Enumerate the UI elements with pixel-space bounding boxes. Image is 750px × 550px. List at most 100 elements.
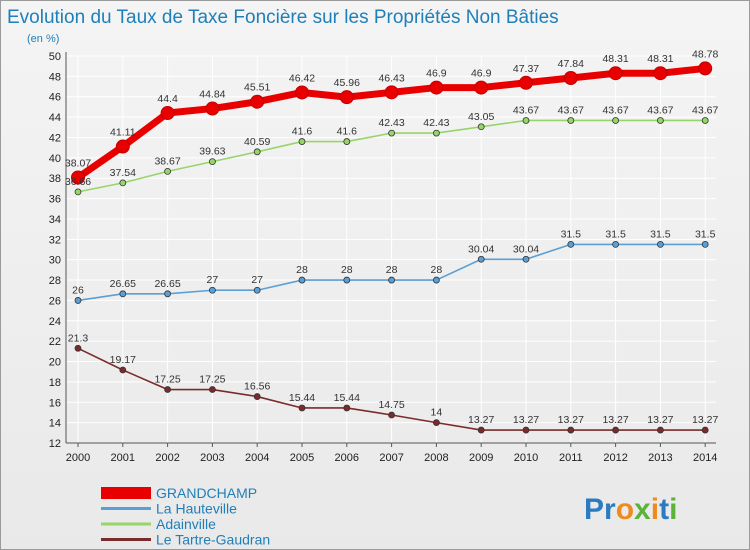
data-label: 31.5	[695, 228, 716, 240]
legend-label: Adainville	[156, 516, 216, 532]
series-lines	[71, 61, 713, 434]
x-tick-label: 2000	[66, 452, 90, 464]
data-label: 41.11	[110, 127, 136, 139]
x-tick-label: 2010	[514, 452, 538, 464]
data-label: 43.67	[513, 104, 539, 116]
chart-title: Evolution du Taux de Taxe Foncière sur l…	[7, 7, 559, 28]
data-point	[653, 66, 668, 81]
y-tick-label: 28	[49, 275, 61, 287]
data-label: 28	[341, 264, 353, 276]
data-label: 37.54	[110, 167, 136, 179]
y-tick-label: 14	[49, 418, 61, 430]
data-point	[253, 393, 261, 400]
data-label: 43.67	[647, 104, 673, 116]
data-label: 42.43	[378, 117, 404, 129]
data-label: 13.27	[558, 414, 584, 426]
y-tick-label: 24	[49, 316, 61, 328]
data-point	[612, 426, 619, 434]
data-point	[298, 138, 306, 145]
data-label: 40.59	[244, 136, 270, 148]
data-label: 43.67	[558, 104, 584, 116]
data-point	[432, 276, 440, 284]
data-point	[477, 123, 485, 131]
y-tick-label: 26	[49, 295, 61, 307]
data-point	[477, 255, 485, 263]
data-label: 31.5	[561, 228, 582, 240]
data-label: 39.63	[199, 146, 225, 158]
data-point	[432, 419, 440, 427]
data-point	[612, 117, 619, 124]
x-tick-label: 2006	[335, 452, 359, 464]
x-tick-label: 2012	[603, 452, 627, 464]
x-tick-label: 2009	[469, 452, 493, 464]
data-label: 26.65	[110, 278, 136, 290]
x-tick-label: 2007	[379, 452, 403, 464]
y-tick-label: 16	[49, 397, 61, 409]
y-axis-unit-label: (en %)	[27, 33, 59, 45]
y-tick-label: 22	[49, 336, 61, 348]
data-label: 19.17	[110, 354, 136, 366]
data-point	[119, 179, 127, 187]
legend-label: GRANDCHAMP	[156, 485, 257, 501]
y-tick-label: 18	[49, 377, 61, 389]
proxiti-logo-text: Proxiti	[584, 493, 677, 526]
data-label: 28	[386, 264, 398, 276]
data-point	[698, 61, 713, 76]
data-label: 17.25	[199, 374, 225, 386]
data-point	[164, 386, 172, 393]
data-point	[343, 138, 351, 145]
data-label: 15.44	[289, 392, 315, 404]
data-point	[343, 276, 351, 284]
data-label: 13.27	[468, 414, 494, 426]
x-tick-label: 2014	[693, 452, 717, 464]
data-label: 26.65	[154, 278, 180, 290]
data-point	[160, 106, 175, 121]
logo-letter: i	[669, 493, 677, 526]
data-point	[339, 90, 354, 105]
y-tick-label: 50	[49, 51, 61, 63]
data-point	[295, 85, 309, 100]
data-point	[115, 139, 130, 154]
data-point	[701, 241, 709, 248]
data-label: 30.04	[513, 243, 539, 255]
data-label: 36.66	[65, 176, 91, 188]
data-label: 47.84	[558, 58, 584, 70]
data-point	[567, 117, 575, 124]
data-point	[119, 366, 127, 374]
data-point	[71, 170, 85, 185]
data-point	[208, 158, 216, 166]
x-tick-label: 2001	[111, 452, 135, 464]
x-tick-label: 2013	[648, 452, 672, 464]
data-point	[388, 129, 396, 137]
data-label: 14.75	[378, 399, 404, 411]
data-label: 14	[431, 407, 443, 419]
data-label: 13.27	[692, 414, 718, 426]
data-label: 15.44	[334, 392, 360, 404]
data-label: 44.84	[199, 89, 225, 101]
data-point	[519, 75, 533, 90]
data-point	[205, 101, 220, 116]
data-label: 28	[296, 264, 308, 276]
data-point	[477, 426, 485, 434]
data-point	[701, 117, 709, 124]
axes: 12 14 16 18 20 22 24 26 28 30 32 34 36 38 40 42 44 46 48 50…	[49, 51, 718, 464]
data-label: 30.04	[468, 243, 494, 255]
logo-letter: x	[634, 493, 651, 526]
data-point	[657, 117, 664, 124]
y-tick-label: 38	[49, 173, 61, 185]
y-tick-label: 44	[49, 112, 61, 124]
data-point	[567, 426, 575, 434]
data-point	[701, 426, 709, 434]
data-label: 48.31	[602, 53, 628, 65]
data-point	[384, 85, 399, 100]
data-point	[74, 344, 82, 352]
data-label: 17.25	[154, 374, 180, 386]
data-label: 13.27	[513, 414, 539, 426]
x-tick-label: 2004	[245, 452, 269, 464]
data-label: 27	[251, 274, 263, 286]
data-point	[657, 426, 664, 434]
data-label: 31.5	[605, 228, 626, 240]
legend-swatch	[101, 538, 151, 541]
data-point	[563, 70, 578, 85]
